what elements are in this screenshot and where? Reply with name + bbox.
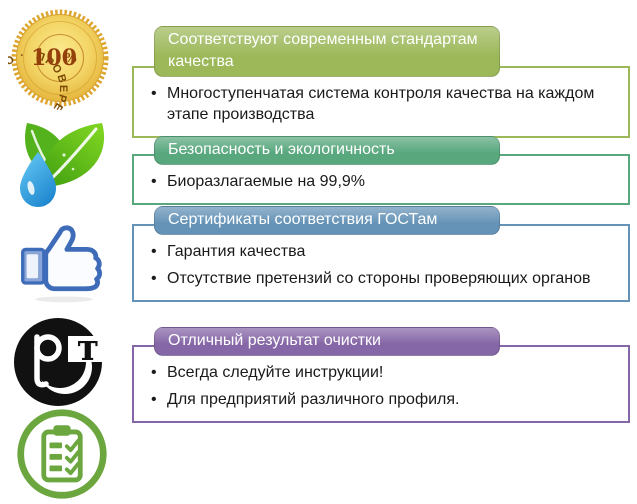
seal-percent-sign: % bbox=[65, 51, 77, 65]
feature-section-safety-eco: Безопасность и экологичность Биоразлагае… bbox=[132, 136, 630, 205]
bullet-item: Всегда следуйте инструкции! bbox=[150, 362, 614, 383]
section-header-cleaning-result: Отличный результат очистки bbox=[154, 327, 500, 356]
feature-sections: Соответствуют современным стандартам кач… bbox=[132, 0, 630, 504]
quality-100-percent-seal-icon: · ПРОВЕРЕНО · · КАЧЕСТВО · 100 % bbox=[8, 6, 112, 110]
section-header-quality-standards: Соответствуют современным стандартам кач… bbox=[154, 26, 500, 77]
seal-center-value: 100 bbox=[31, 45, 77, 71]
section-body-cleaning-result: Всегда следуйте инструкции! Для предприя… bbox=[132, 345, 630, 423]
rst-gost-certification-icon: т bbox=[12, 310, 108, 410]
bullet-item: Многоступенчатая система контроля качест… bbox=[150, 83, 614, 125]
checklist-clipboard-icon bbox=[14, 406, 110, 502]
bullet-list: Всегда следуйте инструкции! Для предприя… bbox=[150, 362, 614, 410]
bullet-list: Гарантия качества Отсутствие претензий с… bbox=[150, 241, 614, 289]
bullet-list: Биоразлагаемые на 99,9% bbox=[150, 171, 614, 192]
feature-section-quality-standards: Соответствуют современным стандартам кач… bbox=[132, 26, 630, 138]
rst-letter-t: т bbox=[77, 327, 99, 369]
bullet-item: Гарантия качества bbox=[150, 241, 614, 262]
section-header-safety-eco: Безопасность и экологичность bbox=[154, 136, 500, 165]
feature-section-cleaning-result: Отличный результат очистки Всегда следуй… bbox=[132, 327, 630, 423]
feature-section-certificates: Сертификаты соответствия ГОСТам Гарантия… bbox=[132, 206, 630, 302]
bullet-item: Биоразлагаемые на 99,9% bbox=[150, 171, 614, 192]
bullet-item: Отсутствие претензий со стороны проверяю… bbox=[150, 268, 614, 289]
eco-leaves-water-drop-icon bbox=[12, 114, 118, 212]
section-header-certificates: Сертификаты соответствия ГОСТам bbox=[154, 206, 500, 235]
section-body-certificates: Гарантия качества Отсутствие претензий с… bbox=[132, 224, 630, 302]
bullet-item: Для предприятий различного профиля. bbox=[150, 389, 614, 410]
section-body-quality-standards: Многоступенчатая система контроля качест… bbox=[132, 66, 630, 138]
bullet-list: Многоступенчатая система контроля качест… bbox=[150, 83, 614, 125]
thumbs-up-icon bbox=[16, 210, 112, 308]
